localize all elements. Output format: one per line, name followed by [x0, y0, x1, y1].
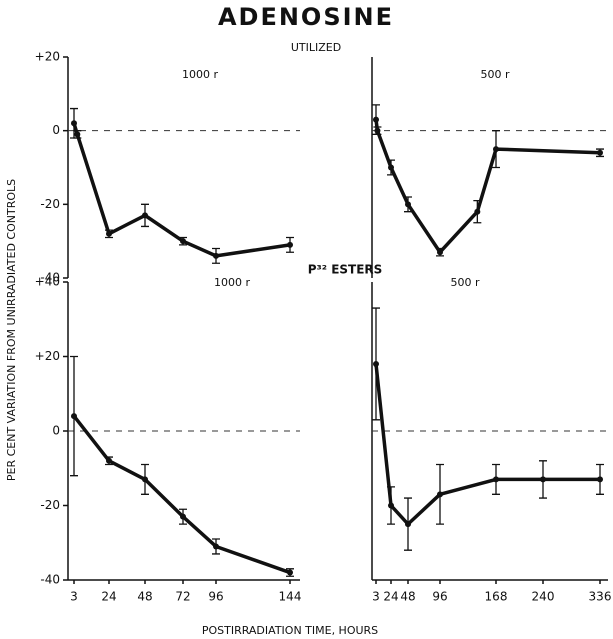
y-tick-label: -40: [40, 271, 60, 285]
data-point: [493, 146, 499, 153]
data-point: [474, 208, 481, 215]
data-point: [142, 212, 148, 219]
x-axis-label: POSTIRRADIATION TIME, HOURS: [202, 624, 378, 637]
x-tick-label: 144: [279, 590, 302, 604]
x-tick-label: 48: [400, 590, 415, 604]
data-point: [540, 476, 546, 483]
x-tick-label: 24: [383, 590, 398, 604]
y-tick-label: 0: [52, 424, 60, 438]
data-point: [106, 457, 112, 464]
y-tick-label: +20: [35, 349, 60, 363]
x-tick-label: 24: [101, 590, 116, 604]
panel-subtitle: 500 r: [450, 276, 479, 289]
data-point: [597, 149, 603, 156]
x-tick-label: 72: [175, 590, 190, 604]
data-point: [493, 476, 499, 483]
data-point: [142, 476, 148, 483]
y-tick-label: -20: [40, 498, 60, 512]
y-tick-label: 0: [52, 123, 60, 137]
data-point: [405, 201, 411, 208]
x-tick-label: 3: [372, 590, 380, 604]
x-tick-label: 3: [70, 590, 78, 604]
data-line: [72, 415, 291, 575]
data-point: [106, 230, 112, 237]
x-tick-label: 240: [532, 590, 555, 604]
data-line: [374, 363, 600, 526]
data-point: [180, 513, 186, 520]
x-tick-label: 96: [432, 590, 447, 604]
data-point: [388, 502, 394, 509]
data-point: [374, 127, 381, 134]
data-line: [72, 122, 291, 258]
data-point: [71, 120, 77, 127]
y-tick-label: +20: [35, 50, 60, 64]
x-tick-label: 336: [589, 590, 612, 604]
data-point: [287, 241, 293, 248]
panel-subtitle: 1000 r: [182, 68, 218, 81]
x-tick-label: 96: [208, 590, 223, 604]
data-point: [388, 164, 394, 171]
data-point: [213, 252, 219, 259]
y-axis-label: PER CENT VARIATION FROM UNIRRADIATED CON…: [5, 179, 18, 481]
data-line: [374, 119, 601, 254]
data-point: [74, 131, 81, 138]
data-point: [71, 413, 77, 420]
data-point: [437, 491, 443, 498]
x-tick-label: 48: [137, 590, 152, 604]
x-tick-label: 168: [485, 590, 508, 604]
data-point: [373, 116, 379, 123]
data-point: [373, 360, 379, 367]
y-tick-label: +40: [35, 275, 60, 289]
panel-subtitle: 1000 r: [214, 276, 250, 289]
data-point: [287, 569, 293, 576]
row-label: UTILIZED: [291, 41, 341, 54]
data-point: [437, 249, 443, 256]
data-point: [597, 476, 603, 483]
data-point: [405, 521, 411, 528]
data-point: [213, 543, 219, 550]
figure-title: ADENOSINE: [218, 3, 394, 31]
row-label: P³² ESTERS: [308, 263, 383, 277]
y-tick-label: -20: [40, 197, 60, 211]
panel-subtitle: 500 r: [480, 68, 509, 81]
y-tick-label: -40: [40, 573, 60, 587]
data-point: [180, 238, 186, 245]
